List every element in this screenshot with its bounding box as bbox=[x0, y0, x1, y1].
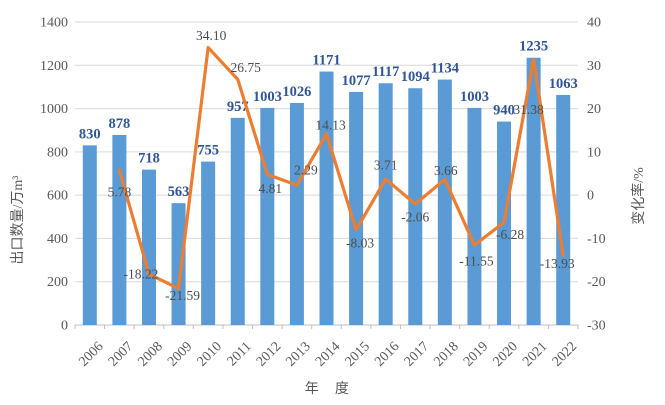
left-tick-label: 600 bbox=[47, 189, 68, 204]
bar-2006 bbox=[82, 145, 97, 325]
x-tick-label-2019: 2019 bbox=[461, 339, 491, 369]
bar-2013 bbox=[289, 102, 304, 326]
bar-2012 bbox=[260, 107, 275, 325]
right-tick-label: 20 bbox=[587, 102, 601, 117]
rate-label-2012: 4.81 bbox=[259, 181, 283, 196]
left-tick-label: 1400 bbox=[40, 16, 68, 31]
x-tick-label-2007: 2007 bbox=[106, 339, 136, 369]
right-tick-label: 0 bbox=[587, 189, 594, 204]
right-tick-label: 10 bbox=[587, 145, 601, 160]
right-tick-label: -30 bbox=[587, 319, 606, 334]
x-axis bbox=[74, 324, 579, 329]
bar-2016 bbox=[378, 83, 393, 325]
bar-label-2008: 718 bbox=[138, 151, 160, 167]
right-tick-label: 40 bbox=[587, 16, 601, 31]
bar-2007 bbox=[112, 134, 127, 325]
left-tick-label: 200 bbox=[47, 275, 68, 290]
bar-2019 bbox=[467, 107, 482, 325]
left-axis-tick-labels: 0 200 400 600 800 1000 1200 1400 bbox=[40, 16, 68, 334]
bar-2018 bbox=[437, 79, 452, 325]
bar-label-2011: 957 bbox=[227, 99, 249, 115]
x-tick-label-2020: 2020 bbox=[491, 339, 521, 369]
rate-label-2015: -8.03 bbox=[346, 235, 374, 250]
bar-label-2017: 1094 bbox=[401, 69, 430, 85]
rate-label-2013: 2.29 bbox=[294, 163, 318, 178]
left-tick-label: 800 bbox=[47, 145, 68, 160]
rate-label-2019: -11.55 bbox=[459, 254, 494, 269]
bar-2011 bbox=[230, 117, 245, 325]
rate-label-2020: -6.28 bbox=[496, 227, 524, 242]
rate-label-2021: 31.38 bbox=[513, 102, 544, 117]
rate-label-2010: 34.10 bbox=[196, 28, 227, 43]
bar-label-2015: 1077 bbox=[342, 73, 371, 89]
rate-label-2016: 3.71 bbox=[374, 158, 398, 173]
left-tick-label: 1000 bbox=[40, 102, 68, 117]
rate-label-2007: 5.78 bbox=[108, 185, 132, 200]
x-tick-label-2017: 2017 bbox=[402, 339, 432, 369]
x-tick-label-2014: 2014 bbox=[313, 339, 343, 369]
x-tick-label-2006: 2006 bbox=[76, 339, 106, 369]
rate-label-2014: 14.13 bbox=[315, 117, 346, 132]
bar-label-2012: 1003 bbox=[253, 89, 282, 105]
right-axis-tick-labels: -30 -20 -10 0 10 20 30 40 bbox=[587, 16, 606, 334]
bar-label-2021: 1235 bbox=[519, 39, 548, 55]
bar-label-2022: 1063 bbox=[549, 76, 578, 92]
rate-label-2022: -13.93 bbox=[540, 256, 575, 271]
bar-label-2006: 830 bbox=[79, 126, 101, 142]
x-tick-label-2022: 2022 bbox=[550, 339, 580, 369]
right-tick-label: -10 bbox=[587, 232, 606, 247]
bar-2017 bbox=[408, 88, 423, 325]
bar-2010 bbox=[201, 161, 216, 325]
right-axis-title: 变化率/% bbox=[632, 167, 647, 225]
bar-label-2020: 940 bbox=[493, 103, 515, 119]
x-tick-label-2012: 2012 bbox=[254, 339, 284, 369]
left-axis-title: 出口数量/万m³ bbox=[11, 175, 26, 265]
x-tick-label-2011: 2011 bbox=[225, 339, 255, 369]
bar-2008 bbox=[141, 169, 156, 325]
rate-label-2017: -2.06 bbox=[401, 210, 429, 225]
x-tick-label-2021: 2021 bbox=[520, 339, 550, 369]
x-tick-label-2016: 2016 bbox=[372, 339, 402, 369]
bar-2009 bbox=[171, 203, 186, 325]
x-tick-label-2013: 2013 bbox=[283, 339, 313, 369]
rate-line bbox=[117, 45, 565, 291]
rate-label-2018: 3.66 bbox=[434, 163, 458, 178]
bar-label-2010: 755 bbox=[197, 143, 219, 159]
x-tick-label-2008: 2008 bbox=[135, 339, 165, 369]
bar-label-2014: 1171 bbox=[312, 53, 340, 69]
x-tick-label-2015: 2015 bbox=[343, 339, 373, 369]
x-tick-label-2018: 2018 bbox=[431, 339, 461, 369]
x-tick-label-2010: 2010 bbox=[195, 339, 225, 369]
bar-2015 bbox=[349, 91, 364, 325]
bar-label-2018: 1134 bbox=[431, 61, 459, 77]
bar-label-2016: 1117 bbox=[372, 64, 399, 80]
right-tick-label: -20 bbox=[587, 275, 606, 290]
x-axis-title: 年 度 bbox=[304, 382, 356, 397]
bar-label-2007: 878 bbox=[109, 116, 131, 132]
bar-2014 bbox=[319, 71, 334, 326]
left-tick-label: 0 bbox=[61, 319, 68, 334]
x-tick-label-2009: 2009 bbox=[165, 339, 195, 369]
rate-value-labels: 5.78 -18.22 -21.59 34.10 26.75 4.81 2.29 14.13 -… bbox=[108, 28, 575, 303]
bar-series bbox=[82, 57, 571, 326]
rate-label-2009: -21.59 bbox=[165, 288, 200, 303]
rate-label-2008: -18.22 bbox=[124, 267, 159, 282]
bar-label-2009: 563 bbox=[168, 184, 190, 200]
bar-2021 bbox=[526, 57, 541, 325]
rate-label-2011: 26.75 bbox=[231, 60, 262, 75]
x-tick-labels: 2006 2007 2008 2009 2010 2011 2012 2013 2014 2015… bbox=[76, 339, 580, 369]
right-tick-label: 30 bbox=[587, 59, 601, 74]
bar-label-2013: 1026 bbox=[282, 84, 311, 100]
left-tick-label: 400 bbox=[47, 232, 68, 247]
bar-2022 bbox=[556, 94, 571, 325]
left-tick-label: 1200 bbox=[40, 59, 68, 74]
bar-label-2019: 1003 bbox=[460, 89, 489, 105]
